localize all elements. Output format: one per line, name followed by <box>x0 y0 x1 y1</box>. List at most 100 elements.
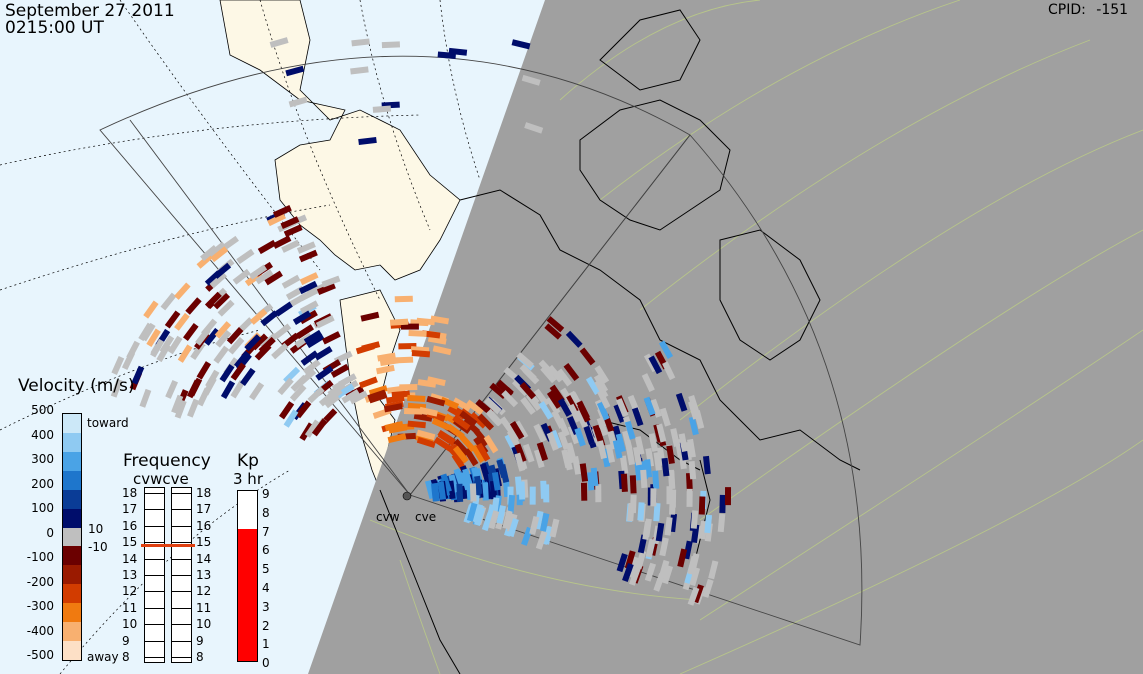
velocity-tick: -400 <box>26 623 54 638</box>
scatter-cell <box>678 433 688 453</box>
scatter-cell <box>547 364 564 383</box>
scatter-cell <box>143 300 159 319</box>
scatter-cell <box>271 342 289 360</box>
scatter-cell <box>687 586 700 606</box>
frequency-tick: 10 <box>122 617 138 632</box>
scatter-cell <box>200 245 218 262</box>
scatter-cell <box>661 457 670 477</box>
scatter-cell <box>111 356 125 375</box>
scatter-cell <box>260 310 279 327</box>
scatter-cell <box>426 395 446 407</box>
frequency-tick-mark <box>144 575 165 576</box>
scatter-cell <box>507 494 516 514</box>
scatter-cell <box>452 415 471 431</box>
frequency-tick-mark <box>144 558 165 560</box>
scatter-cell <box>670 428 680 448</box>
scatter-cell <box>167 335 183 355</box>
scatter-cell <box>212 292 231 310</box>
scatter-cell <box>514 443 527 463</box>
scatter-cell <box>702 578 714 598</box>
scatter-cell <box>625 446 636 466</box>
scatter-cell <box>360 311 380 322</box>
scatter-cell <box>579 463 589 482</box>
frequency-tick: 12 <box>122 584 138 599</box>
scatter-cell <box>190 341 206 361</box>
scatter-cell <box>524 122 544 134</box>
scatter-cell <box>597 390 611 409</box>
velocity-color-segment <box>63 622 81 642</box>
scatter-cell <box>469 483 477 502</box>
scatter-cell <box>196 252 215 269</box>
date-label: September 27 2011 <box>5 1 175 21</box>
scatter-cell <box>305 333 325 349</box>
scatter-cell <box>544 323 562 340</box>
scatter-cell <box>355 343 375 355</box>
scatter-cell <box>687 555 698 575</box>
scatter-cell <box>416 429 436 441</box>
scatter-cell <box>664 517 673 536</box>
frequency-tick-mark <box>144 542 165 544</box>
frequency-tick: 14 <box>196 551 212 566</box>
scatter-cell <box>612 439 623 459</box>
scatter-cell <box>315 314 335 329</box>
scatter-cell <box>605 443 616 463</box>
frequency-tick-mark <box>171 624 192 626</box>
scatter-cell <box>452 397 472 412</box>
kp-subtitle: 3 hr <box>233 470 263 488</box>
frequency-tick: 12 <box>196 584 212 599</box>
scatter-cell <box>244 334 262 352</box>
velocity-tick: -300 <box>26 599 54 613</box>
frequency-tick: 14 <box>122 551 138 566</box>
scatter-cell <box>279 401 295 420</box>
scatter-cell <box>230 362 246 381</box>
scatter-cell <box>473 428 490 447</box>
scatter-cell <box>645 538 656 558</box>
frequency-title: Frequency <box>123 451 211 471</box>
scatter-cell <box>704 514 713 534</box>
scatter-cell <box>565 442 577 462</box>
scatter-cell <box>174 282 191 300</box>
scatter-cell <box>546 316 565 333</box>
scatter-cell <box>285 65 305 77</box>
velocity-tick: 500 <box>31 403 54 417</box>
scatter-cell <box>432 345 452 356</box>
scatter-cell <box>298 280 318 295</box>
scatter-cell <box>277 377 294 396</box>
scatter-cell <box>501 390 519 408</box>
velocity-color-segment <box>63 470 81 491</box>
scatter-cell <box>220 235 239 252</box>
scatter-cell <box>299 272 319 286</box>
scatter-cell <box>350 66 369 75</box>
scatter-cell <box>563 451 573 471</box>
kp-tick: 1 <box>262 637 270 652</box>
scatter-cell <box>648 355 663 375</box>
scatter-cell <box>629 566 641 586</box>
kp-tick: 6 <box>262 543 270 558</box>
frequency-tick-mark <box>144 525 165 527</box>
kp-tick: 7 <box>262 524 270 539</box>
scatter-cell <box>509 421 525 440</box>
scatter-cell <box>281 274 301 289</box>
scatter-cell <box>585 376 601 395</box>
frequency-tick-mark <box>171 607 192 609</box>
scatter-cell <box>379 357 399 367</box>
scatter-cell <box>391 390 411 399</box>
scatter-cell <box>185 297 202 315</box>
scatter-cell <box>240 367 256 386</box>
scatter-cell <box>280 216 300 229</box>
scatter-cell <box>545 396 561 415</box>
scatter-cell <box>298 249 318 263</box>
velocity-away-label: away <box>87 650 119 664</box>
scatter-cell <box>251 333 269 351</box>
scatter-cell <box>314 346 333 361</box>
scatter-cell <box>331 376 351 392</box>
kp-fill <box>238 528 257 661</box>
frequency-tick: 11 <box>196 600 212 615</box>
scatter-cell <box>140 322 156 342</box>
scatter-cell <box>580 482 588 501</box>
scatter-cell <box>514 420 529 439</box>
scatter-cell <box>187 398 200 418</box>
scatter-cell <box>389 318 409 326</box>
scatter-cell <box>453 468 466 488</box>
velocity-color-segment <box>63 451 81 472</box>
